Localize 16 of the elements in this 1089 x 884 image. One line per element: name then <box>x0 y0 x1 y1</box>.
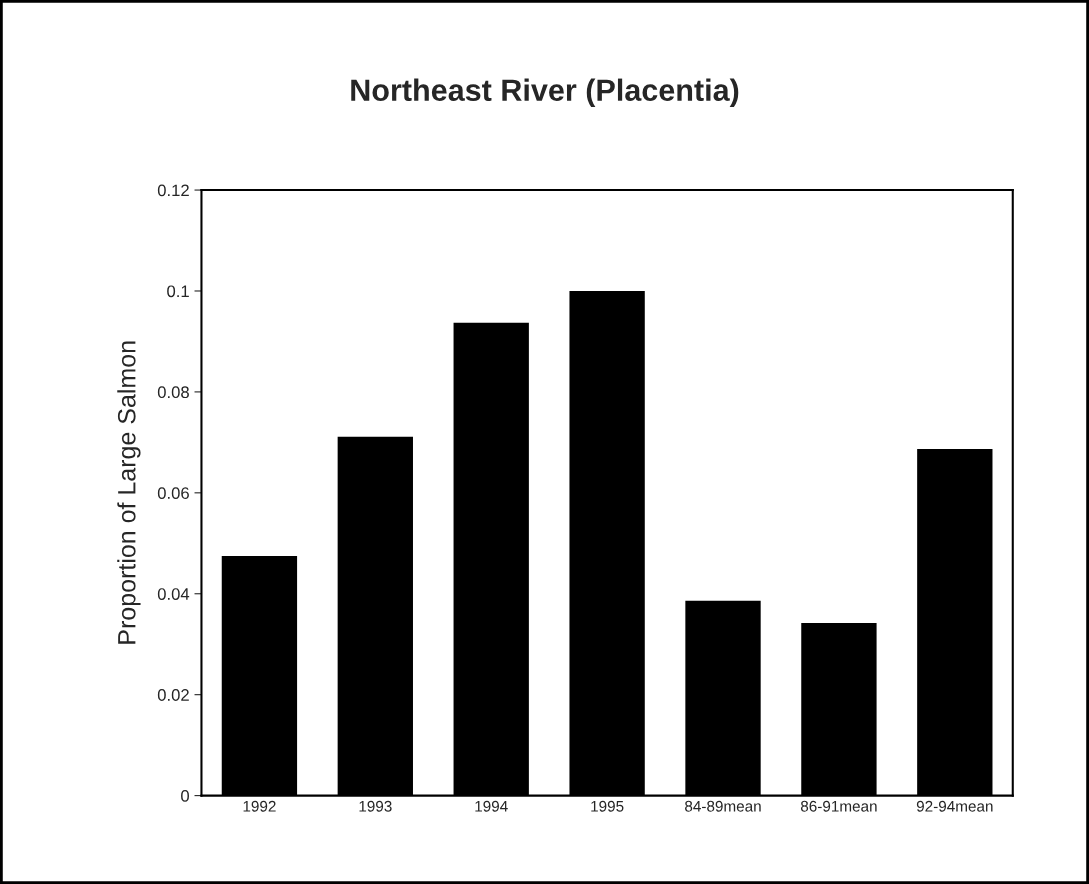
x-tick-label: 86-91mean <box>800 800 877 812</box>
x-tick-label: 1994 <box>475 800 508 812</box>
x-tick-label: 1992 <box>243 800 276 812</box>
y-tick-label: 0 <box>181 790 190 802</box>
y-tick-label: 0.02 <box>157 689 189 701</box>
y-tick-label: 0.12 <box>157 184 189 197</box>
x-tick-label: 1995 <box>591 800 624 812</box>
y-tick-label: 0.06 <box>157 487 189 500</box>
y-tick-label: 0.1 <box>167 285 189 298</box>
x-tick-label: 84-89mean <box>685 800 761 812</box>
x-tick-label: 1993 <box>359 800 392 812</box>
chart-title: Northeast River (Placentia) <box>351 78 739 108</box>
y-tick-label: 0.08 <box>157 386 189 399</box>
y-tick-label: 0.04 <box>157 588 190 600</box>
y-axis-title: Proportion of Large Salmon <box>117 341 141 644</box>
x-tick-label: 92-94mean <box>916 800 993 812</box>
